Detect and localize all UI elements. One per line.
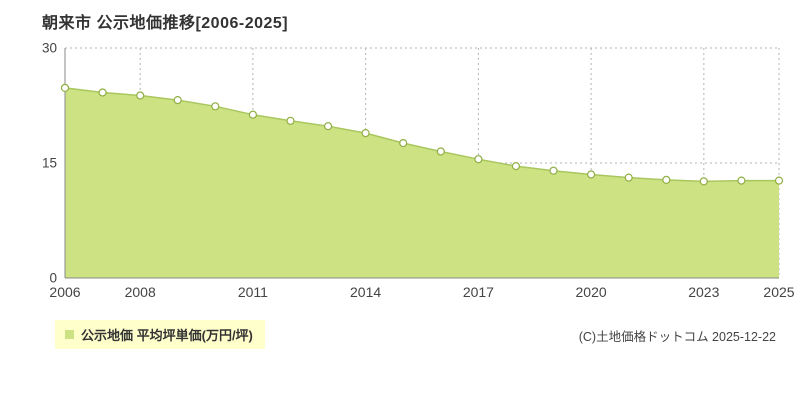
data-point-marker bbox=[136, 91, 145, 100]
data-point-marker bbox=[662, 175, 671, 184]
x-axis-label: 2023 bbox=[688, 284, 719, 300]
y-axis-label: 15 bbox=[42, 156, 57, 171]
x-axis-label: 2017 bbox=[463, 284, 494, 300]
data-point-marker bbox=[324, 122, 333, 131]
legend: 公示地価 平均坪単価(万円/坪) bbox=[55, 320, 265, 349]
x-axis-label: 2006 bbox=[49, 284, 80, 300]
data-point-marker bbox=[98, 88, 107, 97]
data-point-marker bbox=[737, 176, 746, 185]
area-fill bbox=[65, 87, 779, 279]
copyright-text: (C)土地価格ドットコム 2025-12-22 bbox=[578, 330, 776, 344]
price-trend-chart-svg: 0 15 30 2006 2008 2011 2014 2017 2020 2023 2025 bbox=[42, 41, 795, 301]
data-point-marker bbox=[399, 139, 408, 148]
data-point-marker bbox=[361, 129, 370, 138]
data-point-marker bbox=[511, 162, 521, 171]
data-point-marker bbox=[286, 116, 295, 125]
series-line bbox=[64, 87, 779, 183]
data-point-marker bbox=[474, 155, 483, 164]
x-axis-label: 2025 bbox=[763, 284, 794, 300]
x-axis-label: 2014 bbox=[350, 284, 381, 300]
x-axis-label: 2020 bbox=[576, 284, 607, 300]
legend-swatch-icon bbox=[65, 330, 74, 339]
data-point-marker bbox=[774, 176, 784, 185]
data-point-marker bbox=[60, 83, 70, 93]
legend-label: 公示地価 平均坪単価(万円/坪) bbox=[81, 328, 253, 343]
data-point-marker bbox=[211, 102, 220, 111]
chart-title: 朝来市 公示地価推移[2006-2025] bbox=[42, 15, 289, 32]
y-axis-label: 30 bbox=[42, 41, 57, 56]
data-point-marker bbox=[624, 173, 633, 182]
y-axis-label: 0 bbox=[49, 271, 57, 286]
data-point-marker bbox=[173, 95, 182, 105]
data-point-marker bbox=[436, 147, 445, 156]
price-trend-chart: 0 15 30 2006 2008 2011 2014 2017 2020 2023 2025 bbox=[42, 41, 795, 301]
x-axis-label: 2008 bbox=[125, 284, 156, 300]
data-point-marker bbox=[699, 177, 708, 186]
data-point-marker bbox=[586, 170, 596, 179]
data-point-marker bbox=[248, 110, 257, 119]
x-axis-label: 2011 bbox=[238, 284, 268, 300]
data-point-marker bbox=[549, 166, 558, 175]
